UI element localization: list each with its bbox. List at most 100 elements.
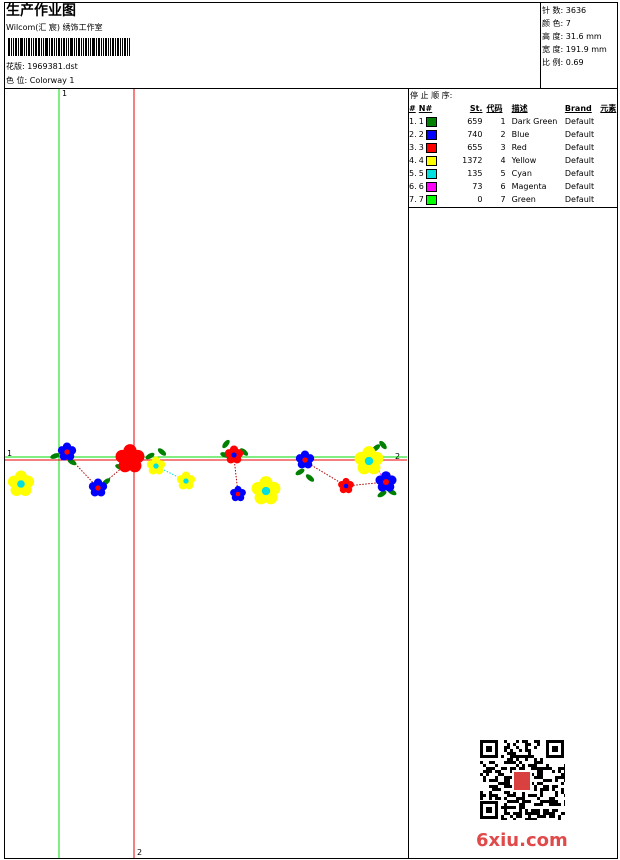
qr-module: [540, 758, 543, 761]
flower-yellow-center: [261, 486, 271, 496]
qr-module: [531, 767, 534, 770]
cell-brand: Default: [564, 169, 595, 178]
qr-module: [480, 761, 483, 764]
qr-module: [564, 764, 565, 767]
col-header-code: 代码: [486, 104, 503, 113]
design-height: 高 度: 31.6 mm: [542, 32, 602, 41]
cell-n: 1: [419, 115, 444, 128]
qr-module: [507, 785, 510, 788]
flower-yellow-center: [153, 463, 159, 469]
marker-v2: 2: [137, 848, 142, 857]
col-header-element: 元素: [600, 104, 617, 113]
qr-module: [504, 797, 507, 800]
qr-module: [513, 800, 516, 803]
qr-module: [555, 800, 558, 803]
qr-module: [516, 812, 519, 815]
qr-module: [522, 797, 525, 800]
qr-module: [552, 809, 555, 812]
qr-module: [495, 776, 498, 779]
qr-module: [486, 767, 489, 770]
qr-module: [516, 797, 519, 800]
qr-module: [507, 758, 510, 761]
qr-module: [537, 782, 540, 785]
leaf: [157, 448, 167, 456]
cell-stitches: 0: [477, 195, 483, 204]
cell-stitches: 740: [467, 130, 483, 139]
qr-module: [555, 785, 558, 788]
studio-name: Wilcom(汇 宸) 绣饰工作室: [6, 23, 103, 32]
qr-module: [555, 809, 558, 812]
qr-module: [552, 788, 555, 791]
leaf: [145, 452, 155, 460]
qr-module: [480, 791, 483, 794]
qr-module: [510, 761, 513, 764]
color-swatch: [426, 181, 438, 192]
qr-module: [534, 788, 537, 791]
qr-module: [549, 803, 552, 806]
flower-red-petal: [224, 449, 234, 458]
flower-blue-petal: [57, 446, 67, 455]
embroidery-motifs: [7, 439, 397, 505]
qr-module: [534, 785, 537, 788]
qr-module: [483, 794, 486, 797]
qr-module: [528, 800, 531, 803]
qr-module: [528, 818, 531, 820]
qr-module: [558, 767, 561, 770]
color-swatch: [426, 116, 438, 127]
flower-red-center: [125, 454, 135, 464]
cell-n-value: 5: [418, 169, 424, 178]
cell-n-value: 3: [418, 143, 424, 152]
qr-module: [516, 740, 519, 743]
design-width: 宽 度: 191.9 mm: [542, 45, 607, 54]
qr-module: [531, 794, 534, 797]
qr-module: [540, 776, 543, 779]
qr-module: [495, 797, 498, 800]
frame-right: [617, 2, 618, 859]
qr-module: [513, 806, 516, 809]
qr-module: [555, 779, 558, 782]
qr-module: [501, 773, 504, 776]
qr-module: [546, 809, 549, 812]
qr-module: [525, 800, 528, 803]
flower-blue-petal: [230, 489, 238, 497]
qr-module: [510, 815, 513, 818]
cell-num: 3.: [409, 143, 417, 152]
qr-module: [486, 770, 489, 773]
qr-module: [492, 785, 495, 788]
qr-module: [540, 791, 543, 794]
marker-v1: 1: [62, 89, 67, 98]
qr-module: [558, 818, 561, 820]
col-header-num: #: [409, 104, 416, 113]
qr-module: [507, 812, 510, 815]
watermark-logo: 6xiu.com: [476, 830, 568, 851]
cell-brand: Default: [564, 182, 595, 191]
qr-module: [549, 797, 552, 800]
cell-brand: Default: [564, 156, 595, 165]
qr-module: [552, 803, 555, 806]
cell-num: 1.: [409, 117, 417, 126]
cell-n: 6: [419, 180, 444, 193]
qr-module: [513, 767, 516, 770]
qr-module: [510, 755, 513, 758]
table-row: 5. 5 135 5 Cyan Default: [409, 167, 620, 180]
qr-module: [522, 764, 525, 767]
qr-module: [504, 803, 507, 806]
qr-module: [528, 749, 531, 752]
qr-module: [516, 746, 519, 749]
qr-module: [507, 779, 510, 782]
cell-stitches: 659: [467, 117, 483, 126]
qr-module: [522, 806, 525, 809]
qr-module: [546, 779, 549, 782]
qr-module: [558, 815, 561, 818]
qr-module: [504, 746, 507, 749]
qr-module: [516, 764, 519, 767]
qr-module: [537, 776, 540, 779]
qr-module: [564, 800, 565, 803]
qr-module: [498, 770, 501, 773]
cell-n-value: 2: [418, 130, 424, 139]
qr-module: [528, 794, 531, 797]
qr-module: [543, 800, 546, 803]
qr-module: [540, 782, 543, 785]
qr-module: [495, 764, 498, 767]
